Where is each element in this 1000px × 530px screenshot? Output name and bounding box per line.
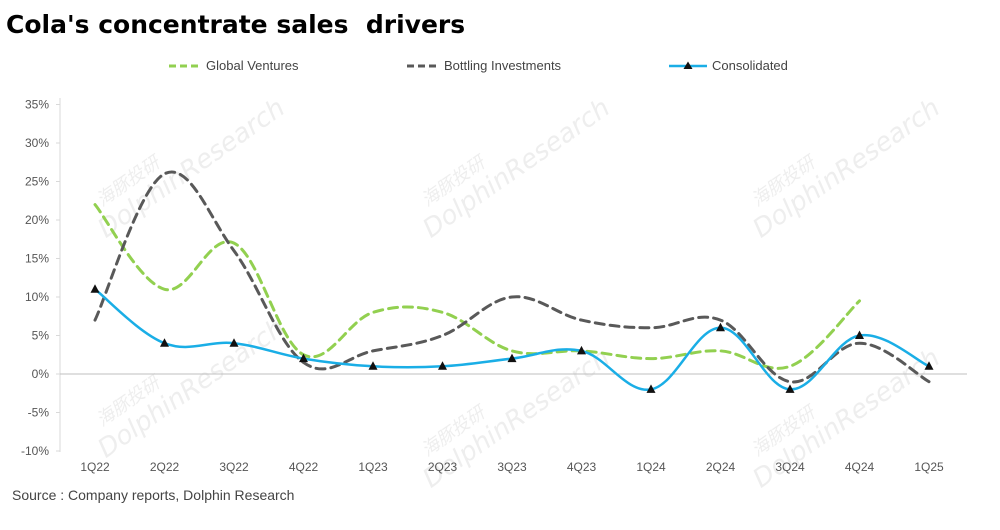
y-tick-label: 20% [25,213,49,227]
legend-label: Consolidated [712,58,788,73]
watermark-en: DolphinResearch [93,93,291,244]
chart-legend: Global Ventures Bottling Investments Con… [0,58,1000,80]
data-point-consolidated [855,330,864,339]
series-line-bottling-investments [93,170,931,384]
data-point-consolidated [160,338,169,347]
y-tick-label: 30% [25,136,49,150]
data-point-consolidated [646,384,656,393]
data-point-consolidated [924,361,934,370]
legend-swatch-consolidated [669,61,707,69]
chart-title: Cola's concentrate sales drivers [6,10,466,39]
legend-label: Global Ventures [206,58,299,73]
legend-item-bottling-investments: Bottling Investments [406,58,561,73]
x-tick-label: 1Q24 [636,460,666,474]
data-point-consolidated [507,353,517,363]
y-tick-label: 0% [32,367,50,381]
x-tick-label: 3Q24 [775,460,805,474]
y-tick-label: -5% [28,406,50,420]
legend-item-consolidated: Consolidated [668,58,788,73]
x-tick-label: 2Q22 [150,460,180,474]
data-point-consolidated [299,353,308,363]
y-tick-label: 25% [25,175,49,189]
data-point-consolidated [368,361,378,370]
x-tick-label: 3Q23 [497,460,527,474]
x-tick-label: 2Q23 [428,460,458,474]
x-tick-label: 3Q22 [219,460,249,474]
y-tick-label: 10% [25,290,49,304]
watermark-en: DolphinResearch [418,93,616,244]
watermark-en: DolphinResearch [748,93,946,244]
watermark-en: DolphinResearch [93,313,291,464]
legend-item-global-ventures: Global Ventures [168,58,299,73]
x-tick-label: 4Q24 [845,460,875,474]
y-tick-label: 15% [25,252,49,266]
data-point-consolidated [438,361,447,370]
y-tick-label: 35% [25,98,49,112]
legend-swatch-global-ventures [169,64,201,67]
marker-layer [90,284,934,393]
data-point-consolidated [716,322,725,332]
data-point-consolidated [785,384,795,393]
legend-label: Bottling Investments [444,58,562,73]
x-tick-label: 4Q23 [567,460,597,474]
x-tick-label: 1Q25 [914,460,944,474]
source-note: Source : Company reports, Dolphin Resear… [12,487,295,503]
data-point-consolidated [229,338,239,347]
series-line-global-ventures [93,203,861,370]
x-tick-label: 4Q22 [289,460,319,474]
y-tick-label: 5% [32,329,50,343]
x-tick-label: 2Q24 [706,460,736,474]
x-tick-label: 1Q23 [358,460,388,474]
x-tick-label: 1Q22 [80,460,110,474]
data-point-consolidated [577,345,586,355]
data-point-consolidated [90,284,100,293]
legend-swatch-bottling-investments [407,64,439,67]
y-tick-label: -10% [21,444,49,458]
